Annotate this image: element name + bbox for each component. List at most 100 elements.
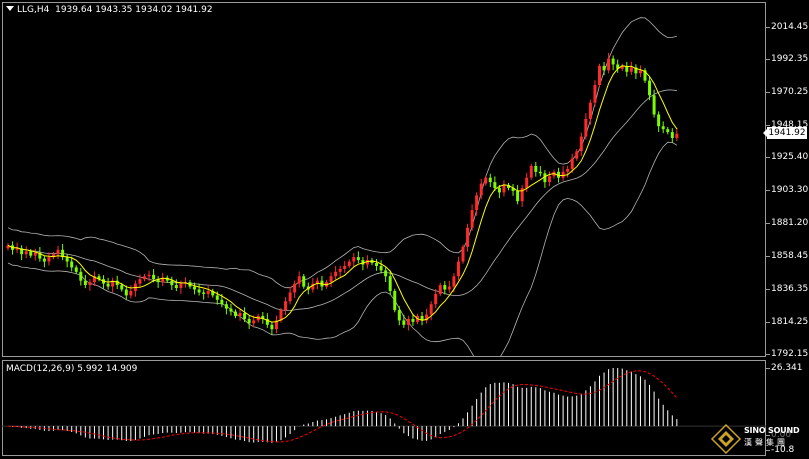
candle-body	[620, 65, 624, 69]
candle	[375, 259, 379, 271]
candle-body	[579, 136, 583, 152]
candle-body	[61, 249, 65, 258]
candle-body	[447, 286, 451, 290]
macd-axis-label: -10.8	[771, 445, 795, 455]
candle-body	[566, 168, 570, 172]
candle	[502, 180, 506, 197]
candle	[507, 182, 510, 191]
candle	[388, 271, 392, 295]
candle	[620, 63, 624, 72]
candle	[602, 61, 606, 76]
candle-body	[466, 227, 470, 247]
macd-label: MACD(12,26,9)	[6, 364, 75, 374]
candle-body	[284, 301, 288, 311]
candle-body	[243, 313, 247, 319]
macd-panel[interactable]	[2, 360, 766, 456]
candle-body	[425, 314, 429, 321]
candle	[657, 111, 661, 132]
candle-body	[598, 65, 601, 86]
candle	[138, 274, 142, 288]
candle-body	[334, 271, 338, 277]
candle-body	[670, 132, 674, 138]
candle-body	[197, 289, 201, 293]
candle-body	[452, 276, 456, 287]
price-axis-label: 1836.35	[771, 284, 809, 294]
candle-body	[607, 58, 611, 71]
open-value: 1939.64	[55, 5, 93, 15]
candle	[6, 243, 10, 251]
candle	[511, 184, 515, 196]
macd-chart[interactable]	[2, 361, 766, 455]
diamond-logo-icon	[710, 423, 742, 455]
candle	[652, 89, 656, 118]
candle-body	[529, 165, 533, 178]
candle-body	[6, 245, 10, 249]
price-chart[interactable]	[2, 3, 766, 356]
candle-body	[111, 280, 115, 287]
candle-body	[115, 280, 119, 286]
candle	[174, 279, 178, 292]
candle-body	[234, 311, 237, 316]
price-axis-label: 1925.40	[771, 152, 809, 162]
dropdown-triangle-icon[interactable]	[6, 6, 14, 11]
candle-body	[584, 118, 588, 137]
candle-body	[648, 80, 652, 96]
candle-body	[638, 70, 642, 74]
candle-body	[165, 277, 169, 281]
candle-body	[388, 276, 392, 291]
candle	[147, 270, 151, 282]
candle	[33, 248, 37, 261]
candle-body	[15, 248, 19, 250]
candle-body	[220, 299, 224, 305]
axis-tick	[766, 450, 770, 451]
macd-main-value: 5.992	[77, 364, 103, 374]
candle-body	[83, 280, 87, 286]
axis-tick	[766, 27, 770, 28]
candle-body	[488, 177, 492, 183]
candle	[520, 184, 524, 207]
candle-body	[247, 318, 251, 324]
candle	[111, 277, 115, 293]
candle	[243, 307, 247, 323]
candle-body	[38, 252, 42, 259]
candle-body	[575, 151, 579, 159]
candle-body	[47, 257, 51, 262]
candle	[161, 272, 165, 287]
axis-tick	[766, 435, 770, 436]
candle-body	[156, 279, 160, 283]
candle-body	[297, 276, 301, 284]
axis-tick	[766, 289, 770, 290]
candle-body	[347, 261, 351, 266]
bollinger-lower-line	[7, 141, 678, 356]
sino-sound-logo	[710, 423, 742, 455]
candle-body	[570, 158, 574, 169]
candle-body	[179, 283, 183, 289]
candle	[302, 274, 306, 289]
candle	[124, 285, 128, 301]
candle-body	[302, 276, 306, 287]
price-chart-panel[interactable]	[2, 2, 766, 357]
candle	[420, 312, 424, 326]
candle	[106, 277, 110, 290]
candle-body	[206, 290, 210, 294]
candle-body	[174, 285, 178, 289]
candle-body	[461, 246, 465, 262]
candle-body	[338, 268, 342, 272]
candle	[38, 246, 42, 262]
candle-body	[429, 304, 433, 315]
candle	[529, 163, 533, 180]
candle-body	[193, 286, 197, 290]
candle	[570, 153, 574, 173]
candle-body	[520, 187, 524, 202]
candle-body	[129, 290, 133, 296]
candle-body	[511, 187, 515, 191]
candle	[425, 308, 429, 324]
candle-body	[288, 292, 292, 302]
candle	[202, 289, 206, 300]
candle	[456, 256, 460, 281]
candle	[133, 280, 137, 297]
candle-body	[138, 279, 142, 284]
candle-body	[661, 126, 665, 130]
candle	[611, 55, 615, 71]
price-axis-label: 1970.25	[771, 87, 809, 97]
